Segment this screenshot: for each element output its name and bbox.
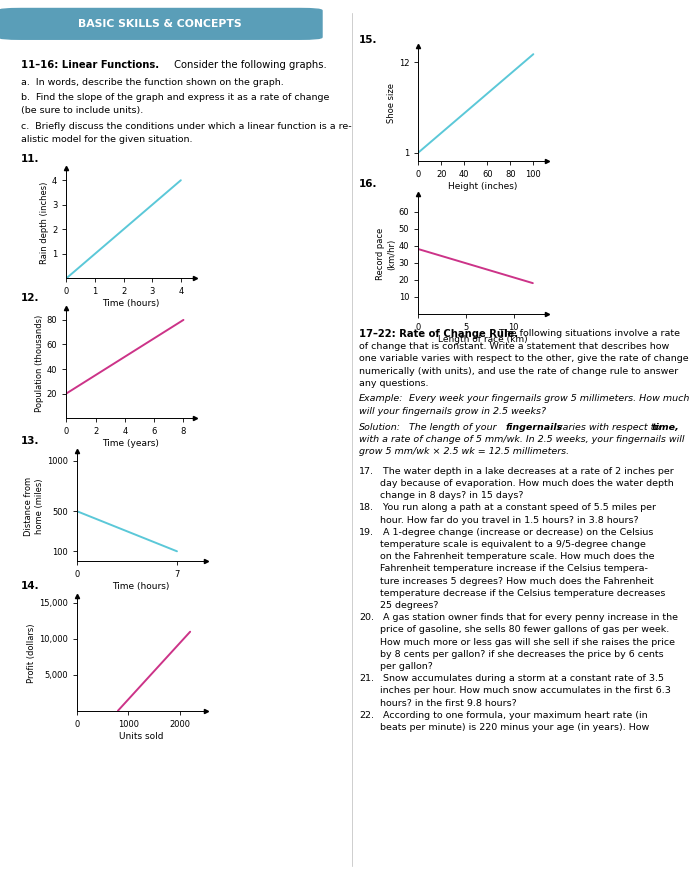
Text: Fahrenheit temperature increase if the Celsius tempera-: Fahrenheit temperature increase if the C… — [380, 564, 648, 574]
Text: Every week your fingernails grow 5 millimeters. How much: Every week your fingernails grow 5 milli… — [406, 394, 690, 403]
Text: The following situations involve a rate: The following situations involve a rate — [496, 329, 680, 338]
X-axis label: Units sold: Units sold — [119, 732, 163, 741]
Text: b.  Find the slope of the graph and express it as a rate of change: b. Find the slope of the graph and expre… — [21, 93, 329, 102]
Y-axis label: Profit (dollars): Profit (dollars) — [27, 623, 36, 683]
Text: numerically (with units), and use the rate of change rule to answer: numerically (with units), and use the ra… — [359, 367, 678, 376]
Y-axis label: Record pace
(km/hr): Record pace (km/hr) — [376, 228, 396, 280]
Text: of change that is constant. Write a statement that describes how: of change that is constant. Write a stat… — [359, 342, 669, 351]
Text: BASIC SKILLS & CONCEPTS: BASIC SKILLS & CONCEPTS — [79, 19, 242, 29]
Text: beats per minute) is 220 minus your age (in years). How: beats per minute) is 220 minus your age … — [380, 723, 649, 732]
Text: 14.: 14. — [21, 581, 40, 591]
Text: 13.: 13. — [21, 436, 40, 446]
Text: with a rate of change of 5 mm/wk. In 2.5 weeks, your fingernails will: with a rate of change of 5 mm/wk. In 2.5… — [359, 435, 684, 444]
Text: day because of evaporation. How much does the water depth: day because of evaporation. How much doe… — [380, 479, 673, 488]
Text: change in 8 days? in 15 days?: change in 8 days? in 15 days? — [380, 492, 523, 500]
Y-axis label: Shoe size: Shoe size — [387, 83, 396, 124]
Text: 11–16: Linear Functions.: 11–16: Linear Functions. — [21, 60, 159, 70]
Text: You run along a path at a constant speed of 5.5 miles per: You run along a path at a constant speed… — [380, 503, 656, 513]
Text: fingernails: fingernails — [505, 423, 562, 431]
Text: per gallon?: per gallon? — [380, 662, 433, 671]
Y-axis label: Rain depth (inches): Rain depth (inches) — [40, 182, 49, 264]
FancyBboxPatch shape — [0, 9, 322, 39]
Text: alistic model for the given situation.: alistic model for the given situation. — [21, 135, 192, 144]
X-axis label: Length of race (km): Length of race (km) — [438, 335, 528, 344]
Text: The length of your: The length of your — [406, 423, 500, 431]
X-axis label: Height (inches): Height (inches) — [448, 182, 517, 191]
X-axis label: Time (years): Time (years) — [102, 439, 159, 448]
Text: 11.: 11. — [21, 154, 40, 164]
Text: 21.: 21. — [359, 674, 374, 683]
Text: (be sure to include units).: (be sure to include units). — [21, 106, 143, 115]
Text: hours? in the first 9.8 hours?: hours? in the first 9.8 hours? — [380, 698, 516, 707]
Text: How much more or less gas will she sell if she raises the price: How much more or less gas will she sell … — [380, 637, 675, 646]
Text: Consider the following graphs.: Consider the following graphs. — [171, 60, 326, 70]
Text: time,: time, — [652, 423, 680, 431]
Text: ture increases 5 degrees? How much does the Fahrenheit: ture increases 5 degrees? How much does … — [380, 576, 654, 585]
Text: will your fingernails grow in 2.5 weeks?: will your fingernails grow in 2.5 weeks? — [359, 407, 546, 415]
Text: by 8 cents per gallon? if she decreases the price by 6 cents: by 8 cents per gallon? if she decreases … — [380, 650, 664, 659]
Text: According to one formula, your maximum heart rate (in: According to one formula, your maximum h… — [380, 711, 648, 720]
Text: The water depth in a lake decreases at a rate of 2 inches per: The water depth in a lake decreases at a… — [380, 467, 673, 476]
Y-axis label: Distance from
home (miles): Distance from home (miles) — [24, 476, 44, 536]
Text: 17–22: Rate of Change Rule.: 17–22: Rate of Change Rule. — [359, 329, 518, 339]
Text: Example:: Example: — [359, 394, 404, 403]
Text: temperature decrease if the Celsius temperature decreases: temperature decrease if the Celsius temp… — [380, 589, 665, 598]
Text: 12.: 12. — [21, 293, 40, 303]
Text: 16.: 16. — [359, 179, 378, 188]
Text: 25 degrees?: 25 degrees? — [380, 601, 438, 610]
X-axis label: Time (hours): Time (hours) — [102, 300, 160, 309]
Text: 18.: 18. — [359, 503, 374, 513]
Text: 22.: 22. — [359, 711, 374, 720]
Text: a.  In words, describe the function shown on the graph.: a. In words, describe the function shown… — [21, 78, 284, 87]
Text: hour. How far do you travel in 1.5 hours? in 3.8 hours?: hour. How far do you travel in 1.5 hours… — [380, 515, 638, 524]
Text: A gas station owner finds that for every penny increase in the: A gas station owner finds that for every… — [380, 613, 678, 622]
Text: Snow accumulates during a storm at a constant rate of 3.5: Snow accumulates during a storm at a con… — [380, 674, 664, 683]
X-axis label: Time (hours): Time (hours) — [112, 583, 170, 591]
Text: 15.: 15. — [359, 35, 378, 45]
Text: price of gasoline, she sells 80 fewer gallons of gas per week.: price of gasoline, she sells 80 fewer ga… — [380, 625, 669, 635]
Y-axis label: Population (thousands): Population (thousands) — [35, 314, 44, 412]
Text: 20.: 20. — [359, 613, 374, 622]
Text: Solution:: Solution: — [359, 423, 401, 431]
Text: on the Fahrenheit temperature scale. How much does the: on the Fahrenheit temperature scale. How… — [380, 552, 654, 561]
Text: inches per hour. How much snow accumulates in the first 6.3: inches per hour. How much snow accumulat… — [380, 686, 671, 696]
Text: any questions.: any questions. — [359, 379, 429, 388]
Text: c.  Briefly discuss the conditions under which a linear function is a re-: c. Briefly discuss the conditions under … — [21, 122, 351, 131]
Text: 19.: 19. — [359, 528, 374, 537]
Text: one variable varies with respect to the other, give the rate of change: one variable varies with respect to the … — [359, 354, 689, 363]
Text: grow 5 mm/wk × 2.5 wk = 12.5 millimeters.: grow 5 mm/wk × 2.5 wk = 12.5 millimeters… — [359, 447, 569, 456]
Text: temperature scale is equivalent to a 9/5-degree change: temperature scale is equivalent to a 9/5… — [380, 540, 645, 549]
Text: 17.: 17. — [359, 467, 374, 476]
Text: A 1-degree change (increase or decrease) on the Celsius: A 1-degree change (increase or decrease)… — [380, 528, 653, 537]
Text: varies with respect to: varies with respect to — [554, 423, 664, 431]
